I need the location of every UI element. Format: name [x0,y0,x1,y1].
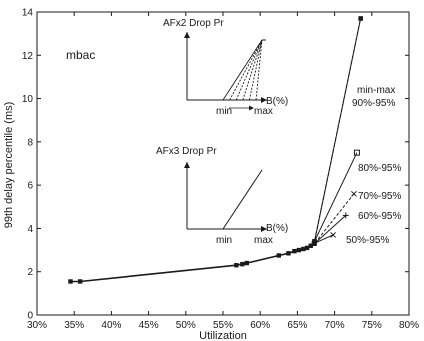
data-point [301,246,306,252]
data-point [358,16,363,21]
y-tick-label: 4 [27,224,33,235]
data-point [296,247,302,253]
series-label-80-95: 80%-95% [358,163,401,174]
series-label-min-max: min-max [357,85,395,96]
series-label-70-95: 70%-95% [358,191,401,202]
inset2-max-label: max [254,235,273,246]
x-tick-label: 45% [139,320,159,331]
y-tick-label: 6 [27,181,33,192]
data-markers [68,16,363,284]
inset-diagrams [184,32,267,232]
x-tick-label: 30% [27,320,47,331]
data-point [351,190,357,197]
x-tick-label: 80% [399,320,419,331]
data-point [286,251,291,256]
data-point [276,253,281,258]
x-tick-label: 75% [362,320,382,331]
data-point [353,149,360,156]
inset2-xlabel: B(%) [266,223,288,234]
series-label-90-95: 90%-95% [352,98,395,109]
y-tick-label: 14 [22,8,34,19]
inset1-max-label: max [254,106,273,117]
data-point [308,243,313,248]
data-point [311,241,316,246]
y-tick-label: 2 [27,267,33,278]
x-tick-label: 55% [213,320,233,331]
data-point [330,232,336,238]
axis-ticks [36,11,410,316]
x-tick-label: 35% [64,320,84,331]
x-tick-label: 65% [287,320,307,331]
y-tick-label: 10 [22,94,34,105]
inset2-min-label: min [216,235,232,246]
data-point [234,263,239,268]
y-tick-label: 8 [27,137,33,148]
y-tick-label: 0 [27,311,33,322]
y-axis-title: 99th delay percentile (ms) [3,102,15,229]
x-tick-label: 60% [250,320,270,331]
inset1-min-label: min [216,106,232,117]
inset-afx3-diagram [184,162,267,232]
data-point [244,260,250,266]
y-tick-label: 12 [22,51,34,62]
data-point [342,212,349,219]
x-tick-label: 50% [176,320,196,331]
inset1-ylabel: AFx2 Drop Pr [163,18,224,29]
data-point [77,279,83,284]
data-point [240,261,245,267]
inset-afx2-diagram [184,32,267,111]
inset2-ylabel: AFx3 Drop Pr [156,146,217,157]
data-point [292,248,297,254]
x-tick-label: 70% [325,320,345,331]
x-tick-label: 40% [101,320,121,331]
series-label-60-95: 60%-95% [358,211,401,222]
corner-label: mbac [66,48,95,62]
series-label-50-95: 50%-95% [346,235,389,246]
data-point [68,279,73,284]
axis-tick-labels: 30% 35% 40% 45% 50% 55% 60% 65% 70% 75% 80% 0 2 4 6 8 10… [22,8,419,332]
x-axis-title: Utilization [199,330,247,341]
data-point [304,245,310,251]
inset1-xlabel: B(%) [266,96,288,107]
